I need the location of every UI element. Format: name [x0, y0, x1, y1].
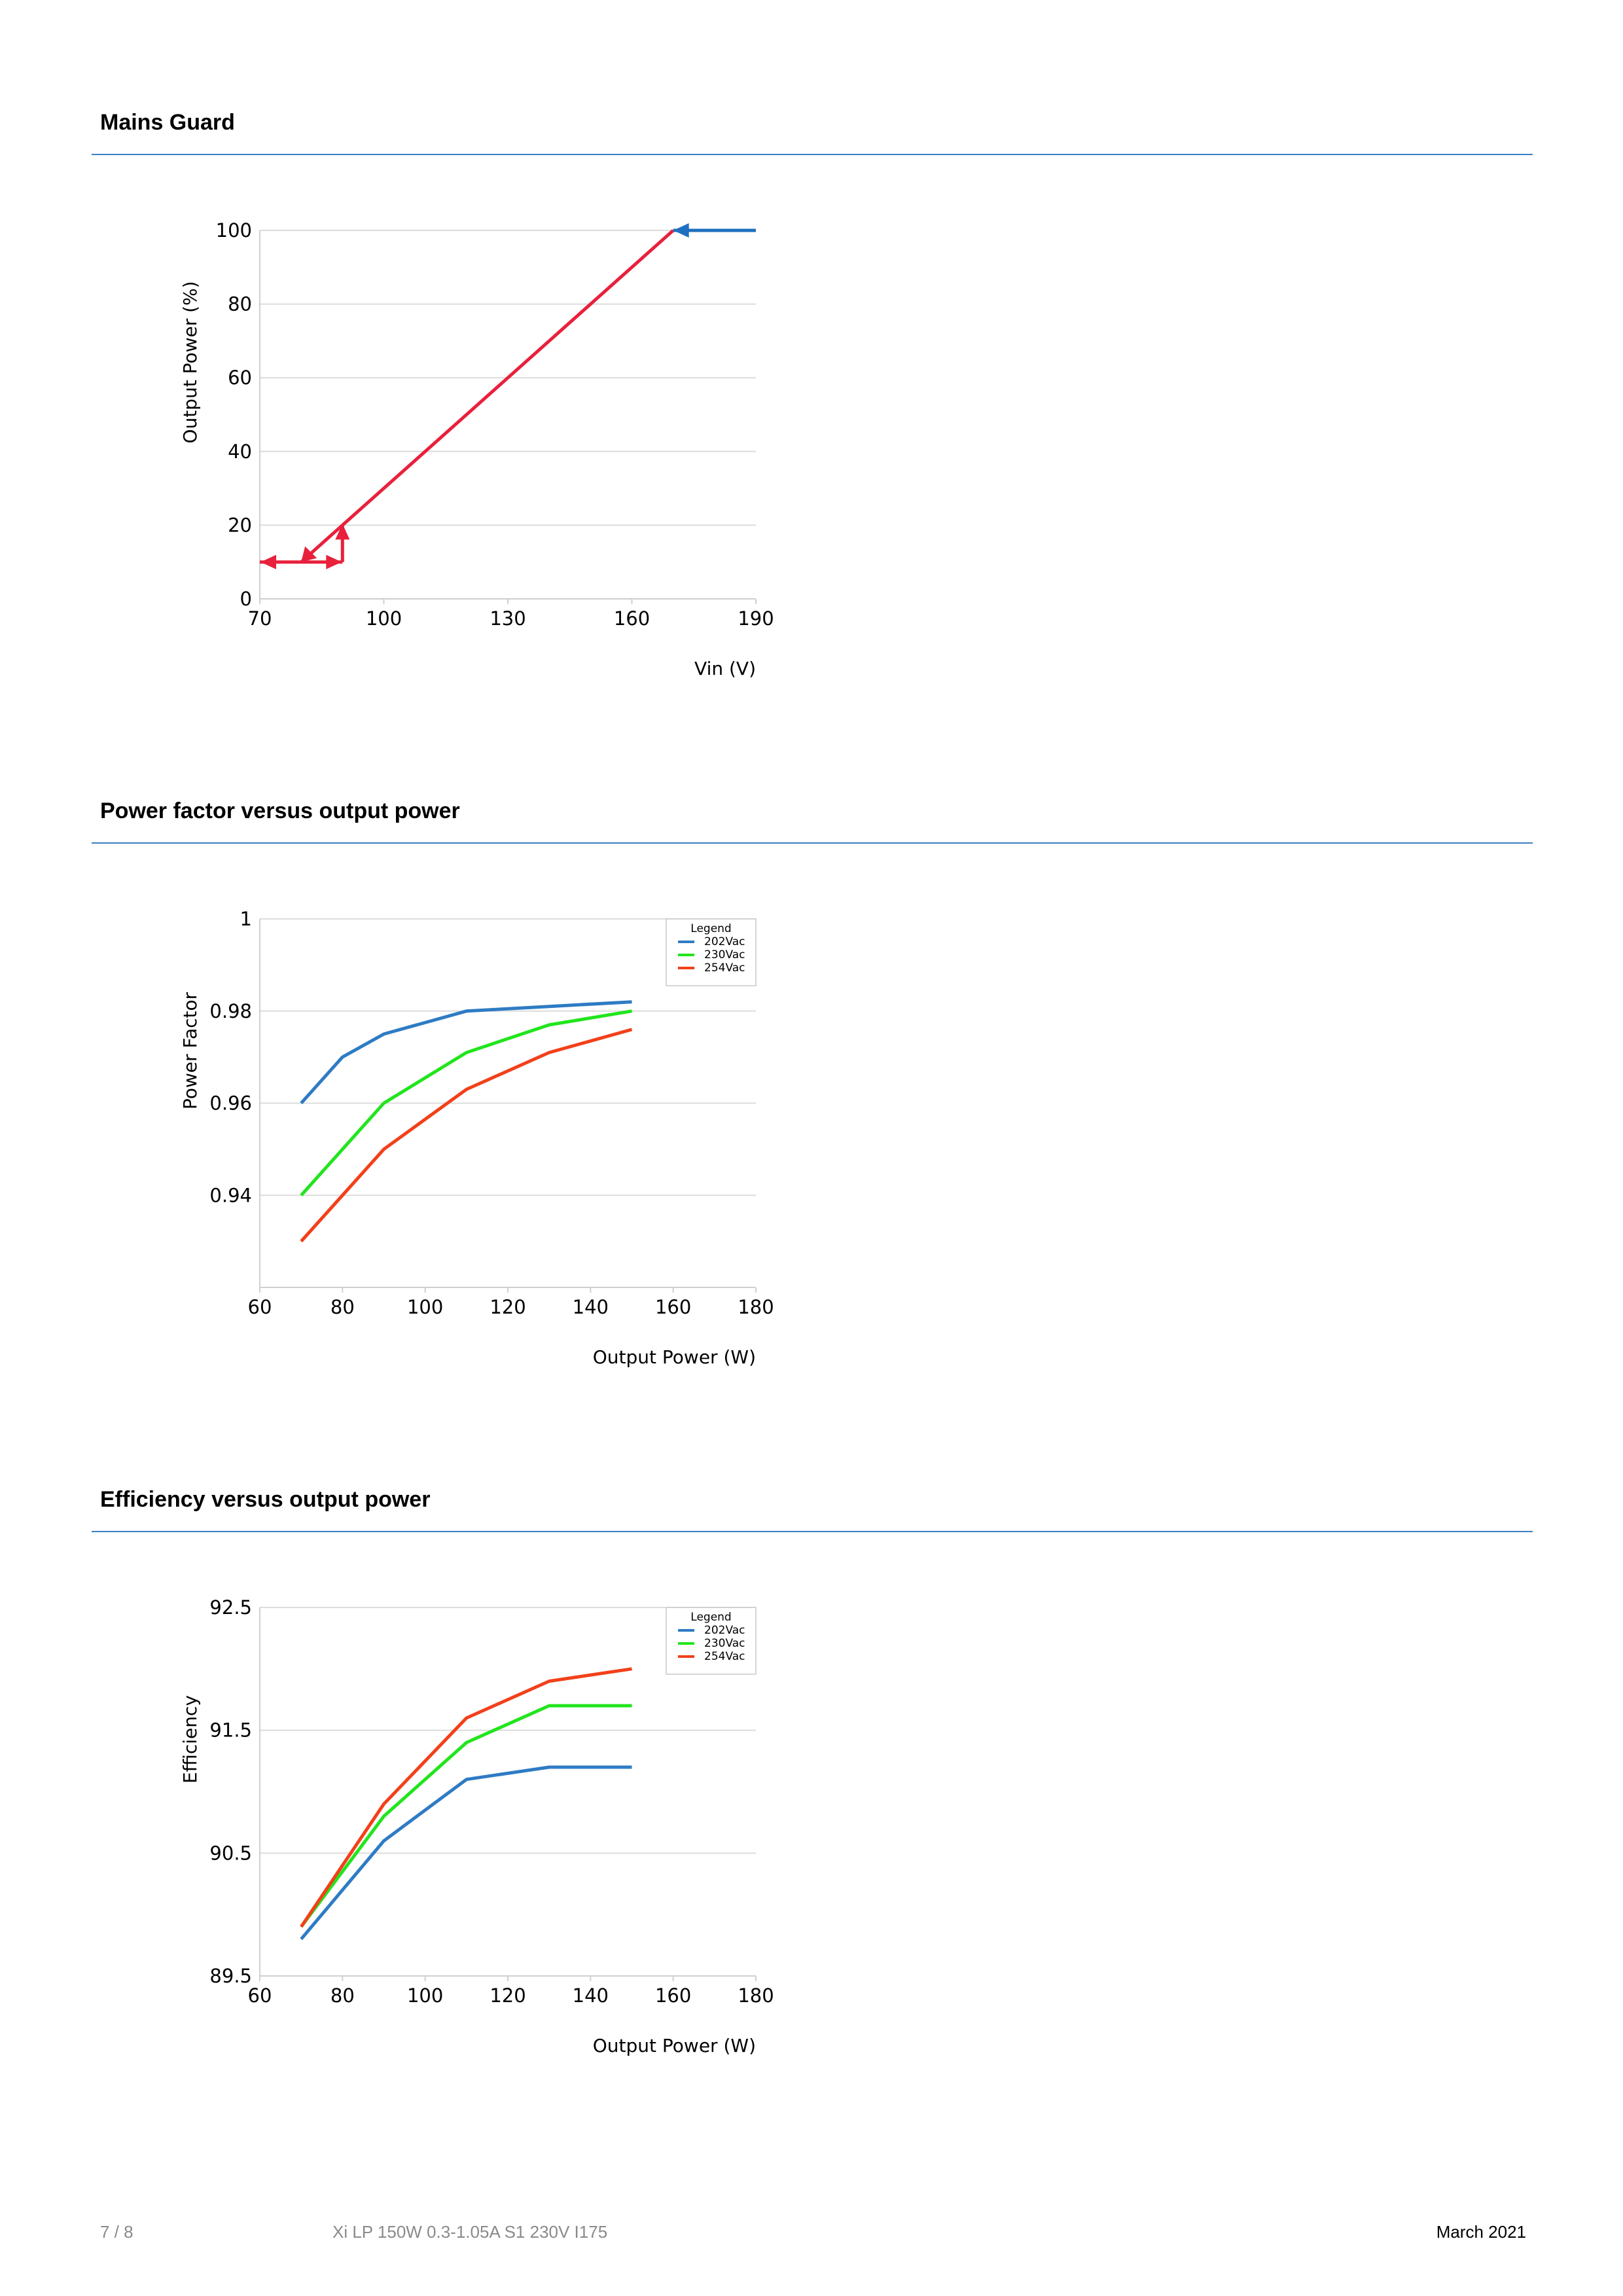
mains-guard-chart: 0 20 40 60 80 100 70 100 130 160 190 Vin (V) Output …	[179, 219, 774, 679]
x-axis-label: Output Power (W)	[593, 1346, 756, 1368]
series-line-202vac	[300, 1000, 632, 1105]
x-tick-label: 70	[248, 607, 272, 630]
x-tick-label: 120	[490, 1984, 526, 2007]
y-tick-label: 0.98	[209, 1000, 252, 1022]
series-line-254vac	[300, 1028, 633, 1243]
x-tick-label: 160	[655, 1984, 691, 2007]
legend-item: 254Vac	[704, 1650, 745, 1663]
product-name: Xi LP 150W 0.3-1.05A S1 230V I175	[332, 2222, 608, 2242]
y-tick-label: 91.5	[209, 1719, 252, 1742]
efficiency-chart: 89.5 90.5 91.5 92.5 60 80 100 120 140 160 180 Outpu…	[179, 1596, 774, 2056]
y-tick-label: 40	[228, 440, 252, 463]
x-tick-label: 180	[738, 1296, 774, 1318]
y-axis-label: Power Factor	[179, 992, 201, 1109]
y-tick-label: 1	[240, 908, 252, 930]
y-tick-label: 90.5	[209, 1842, 252, 1864]
y-axis-label: Output Power (%)	[179, 281, 201, 443]
y-tick-label: 60	[228, 367, 252, 389]
y-axis-label: Efficiency	[179, 1695, 201, 1784]
section-divider	[92, 1531, 1533, 1532]
y-tick-label: 0.96	[209, 1092, 252, 1115]
x-tick-label: 100	[407, 1296, 443, 1318]
y-tick-label: 100	[216, 219, 252, 242]
x-tick-label: 80	[330, 1984, 355, 2007]
document-date: March 2021	[1436, 2222, 1526, 2242]
x-tick-label: 180	[738, 1984, 774, 2007]
x-tick-label: 190	[738, 607, 774, 630]
series-line-230vac	[300, 1009, 632, 1196]
arrow-head	[326, 554, 342, 569]
arrow-head	[260, 554, 276, 569]
series-line-254vac	[300, 1667, 632, 1928]
y-tick-label: 0	[240, 588, 252, 610]
x-tick-label: 160	[655, 1296, 691, 1318]
legend-title: Legend	[690, 1611, 731, 1624]
x-tick-label: 100	[407, 1984, 443, 2007]
section-title-power-factor: Power factor versus output power	[100, 798, 460, 823]
y-tick-label: 0.94	[209, 1184, 252, 1206]
y-tick-label: 89.5	[209, 1965, 252, 1987]
x-tick-label: 60	[248, 1296, 272, 1318]
x-tick-label: 120	[490, 1296, 526, 1318]
x-tick-label: 130	[490, 607, 526, 630]
section-divider	[92, 154, 1533, 155]
section-title-efficiency: Efficiency versus output power	[100, 1487, 431, 1512]
legend-item: 230Vac	[704, 1637, 745, 1650]
section-divider	[92, 842, 1533, 844]
x-tick-label: 80	[330, 1296, 355, 1318]
y-tick-label: 80	[228, 293, 252, 315]
arrow-head	[301, 546, 317, 562]
legend-item: 202Vac	[704, 1624, 745, 1637]
y-tick-label: 20	[228, 514, 252, 536]
arrow-head	[335, 524, 350, 540]
series-line-230vac	[300, 1704, 632, 1928]
legend-item: 254Vac	[704, 961, 745, 975]
section-title-mains-guard: Mains Guard	[100, 110, 235, 135]
x-axis-label: Vin (V)	[694, 658, 756, 679]
x-tick-label: 140	[573, 1296, 609, 1318]
x-tick-label: 100	[366, 607, 402, 630]
x-tick-label: 140	[573, 1984, 609, 2007]
x-tick-label: 160	[614, 607, 650, 630]
x-tick-label: 60	[248, 1984, 272, 2007]
legend-item: 202Vac	[704, 935, 745, 948]
legend-box	[666, 1607, 757, 1675]
legend-box	[666, 918, 757, 986]
series-line	[341, 229, 675, 527]
arrow-head	[673, 223, 689, 238]
page-number: 7 / 8	[100, 2222, 134, 2242]
legend-item: 230Vac	[704, 948, 745, 961]
x-axis-label: Output Power (W)	[593, 2035, 756, 2056]
y-tick-label: 92.5	[209, 1596, 252, 1619]
legend-title: Legend	[690, 922, 731, 935]
